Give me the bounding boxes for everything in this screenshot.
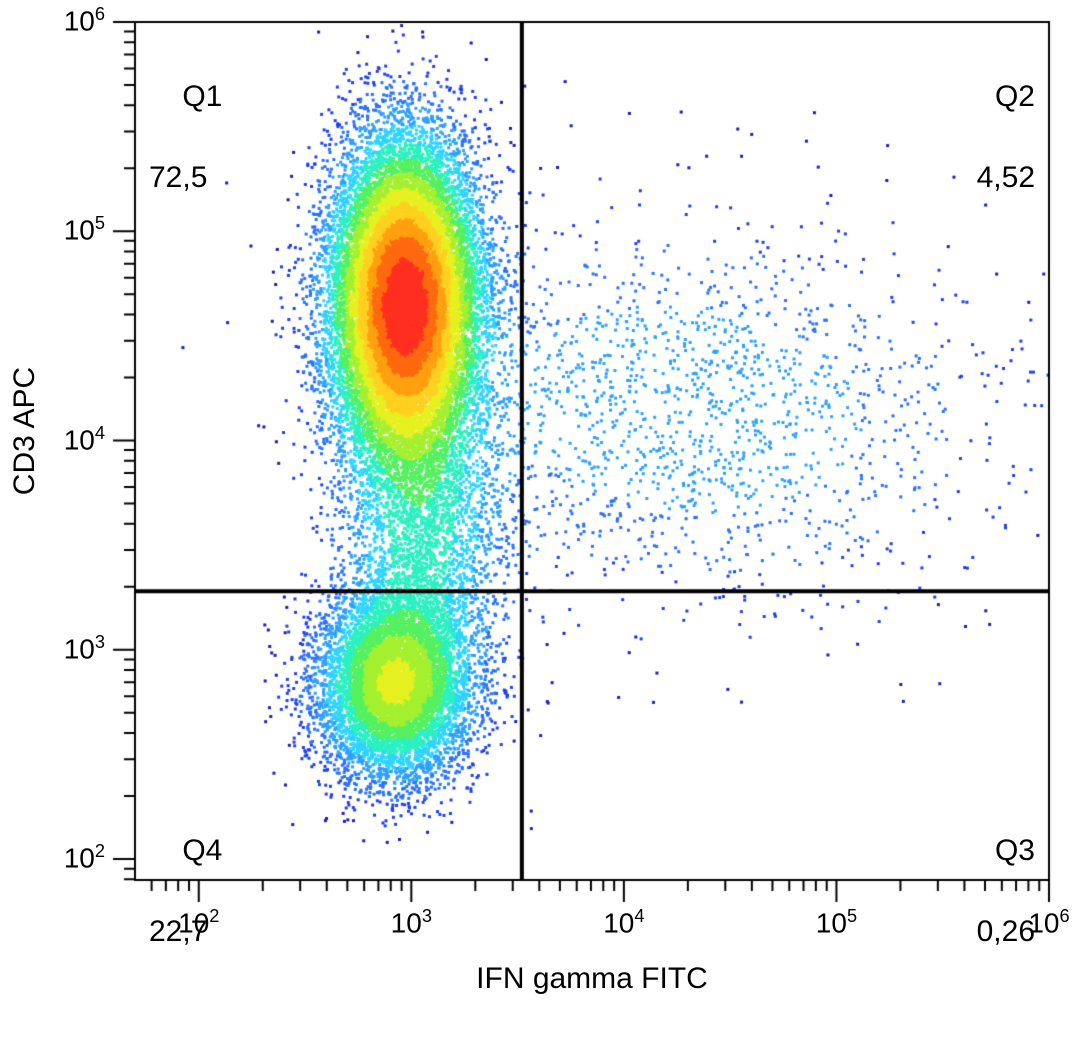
x-axis-label: IFN gamma FITC	[452, 962, 732, 996]
tick-label: 104	[603, 906, 644, 939]
quadrant-q2-name: Q2	[995, 80, 1035, 113]
quadrant-q2-label: Q2 4,52	[962, 36, 1035, 279]
quadrant-q3-name: Q3	[995, 834, 1035, 867]
tick-label: 105	[816, 906, 857, 939]
y-axis-label: CD3 APC	[8, 331, 42, 531]
tick-label: 102	[64, 841, 105, 874]
flow-cytometry-plot: IFN gamma FITC CD3 APC Q1 72,5 Q2 4,52 Q…	[0, 0, 1080, 1039]
quadrant-q1-value: 72,5	[149, 158, 222, 199]
quadrant-q3-value: 0,26	[962, 912, 1035, 953]
tick-label: 104	[64, 423, 105, 456]
quadrant-q4-name: Q4	[182, 834, 222, 867]
tick-label: 103	[64, 632, 105, 665]
tick-label: 105	[64, 213, 105, 246]
tick-label: 103	[391, 906, 432, 939]
quadrant-q1-label: Q1 72,5	[149, 36, 222, 279]
tick-label: 106	[64, 4, 105, 37]
quadrant-q1-name: Q1	[182, 80, 222, 113]
quadrant-q3-label: Q3 0,26	[962, 790, 1035, 1033]
tick-label: 106	[1028, 906, 1069, 939]
quadrant-q2-value: 4,52	[962, 158, 1035, 199]
tick-label: 102	[178, 906, 219, 939]
